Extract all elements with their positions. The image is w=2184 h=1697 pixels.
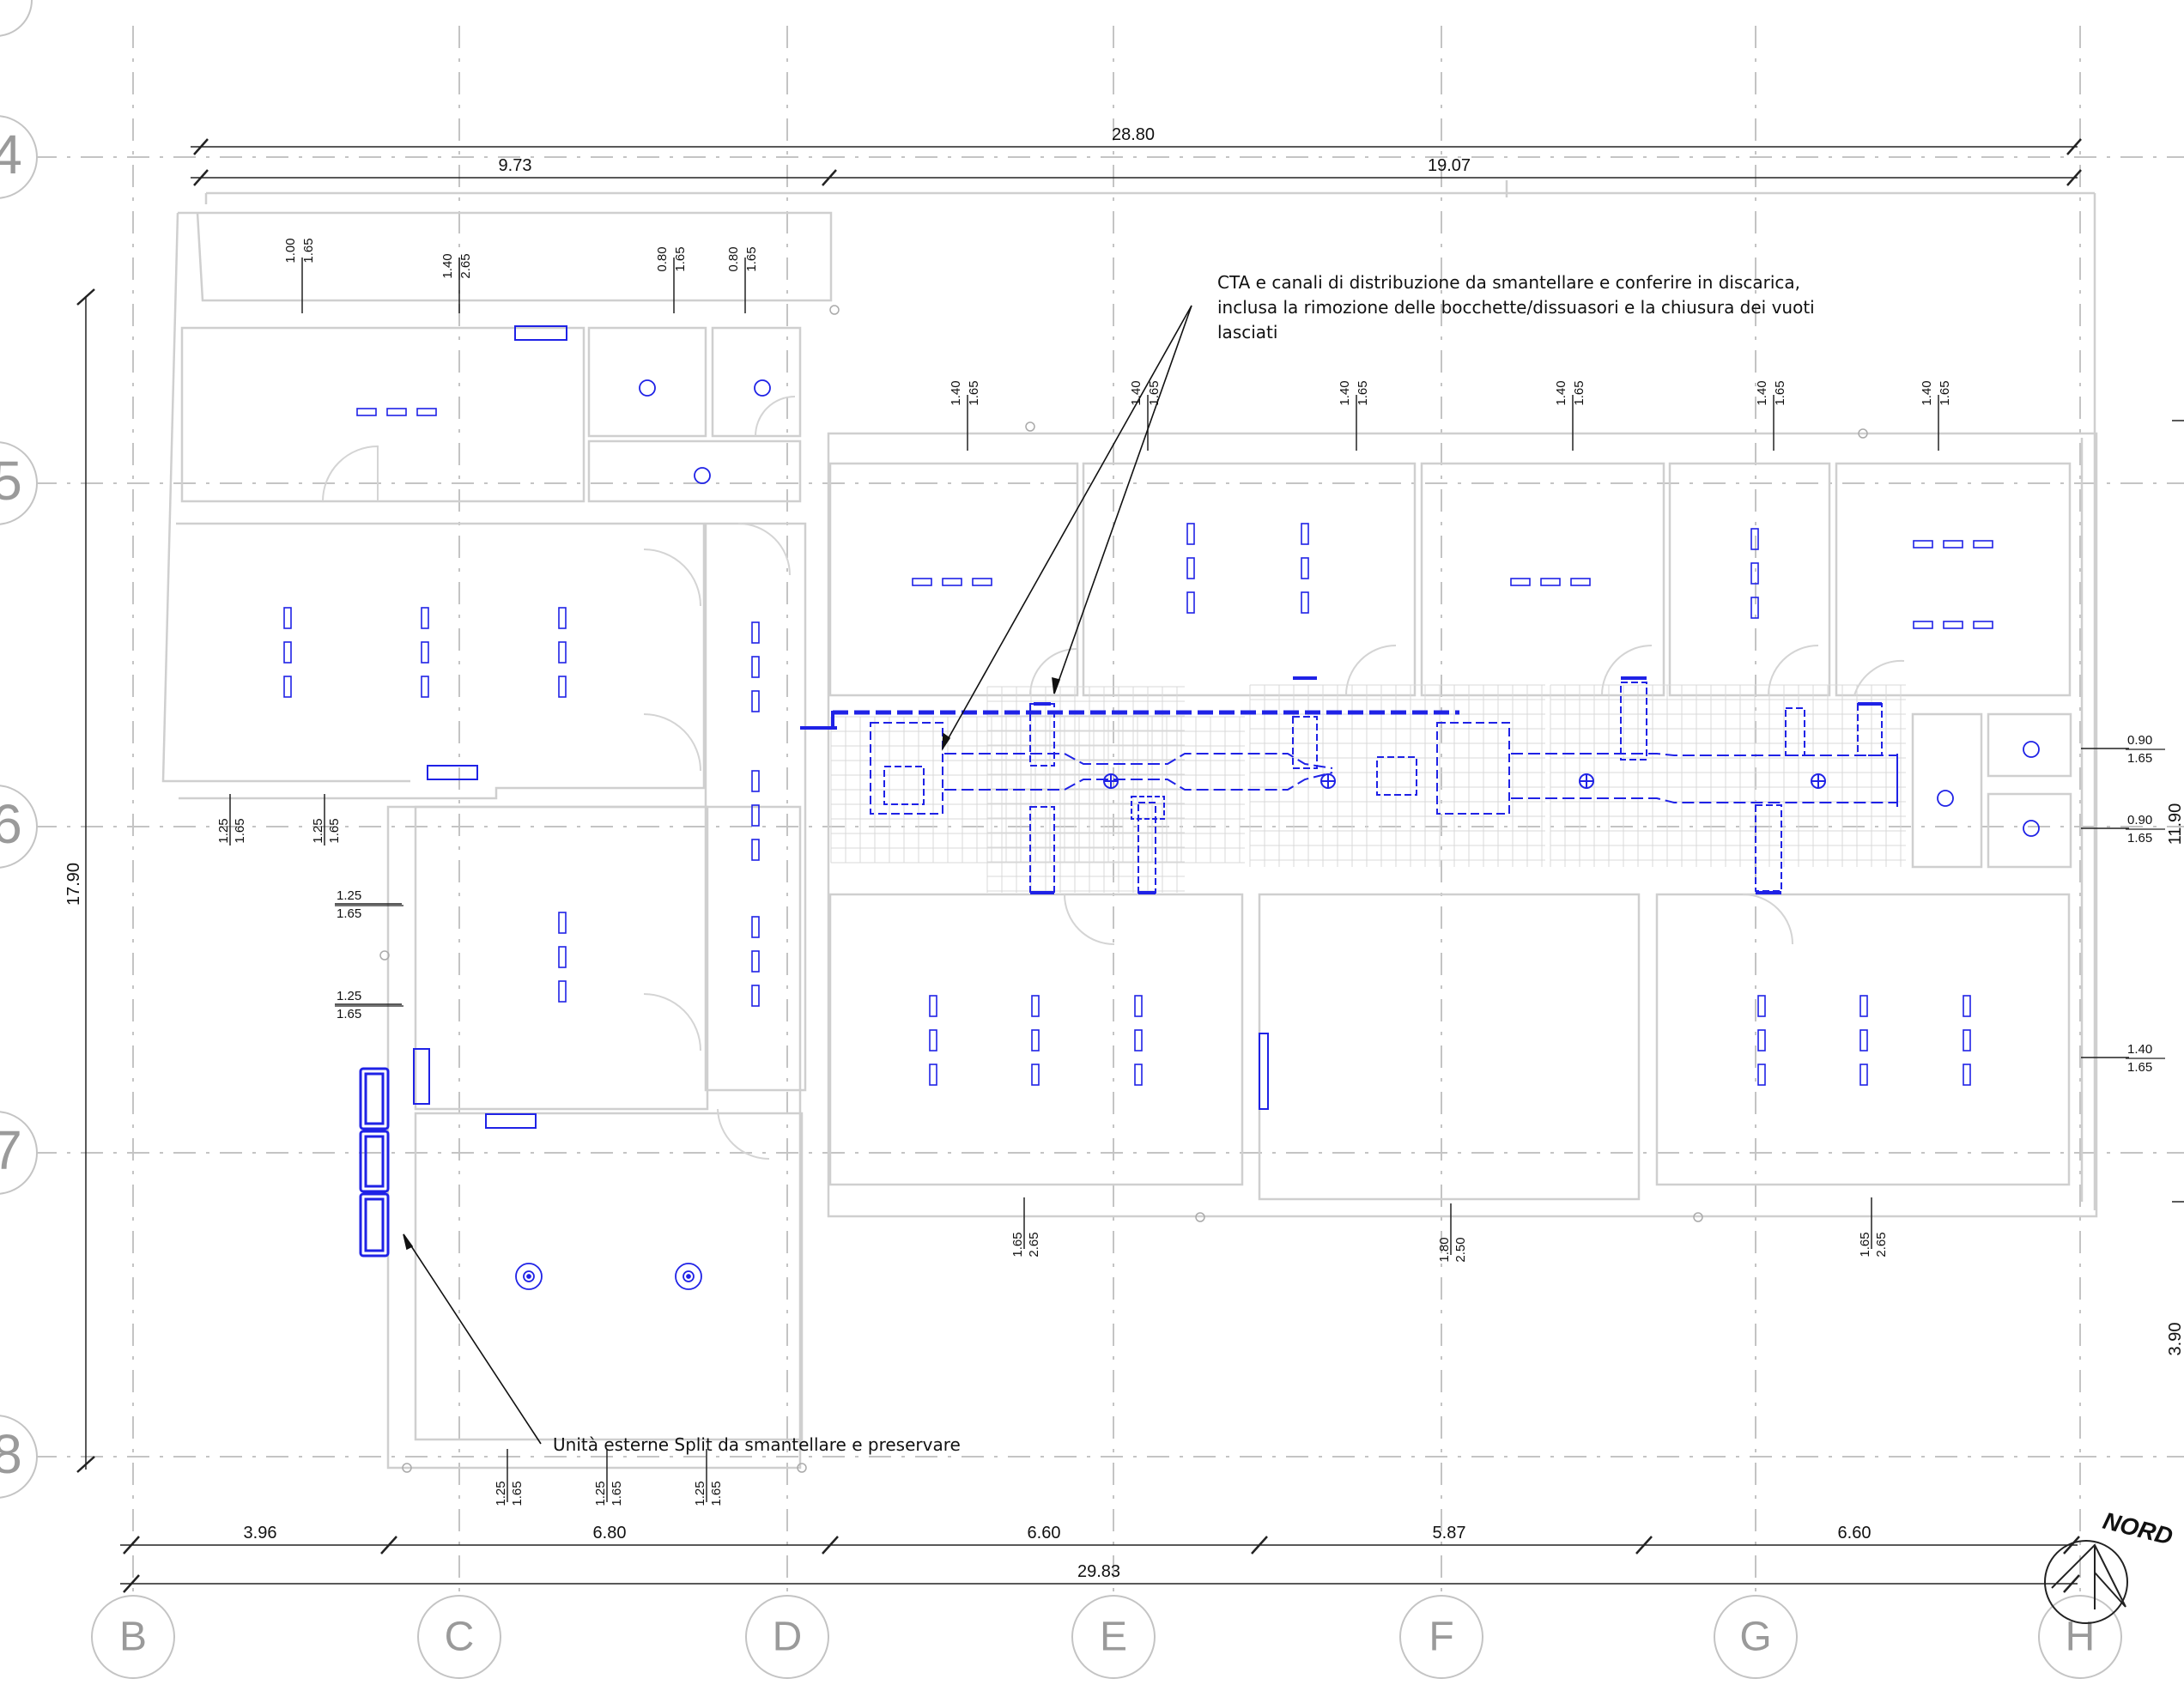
window-tag-h: 2.65 [1027, 1232, 1041, 1257]
window-tag-h: 1.65 [337, 1007, 361, 1021]
window-tag-w: 1.40 [1755, 380, 1769, 405]
dim-bottom-segment: 3.96 [244, 1524, 277, 1542]
cta-note-line3: lasciati [1217, 322, 1277, 342]
window-tag-h: 1.65 [967, 380, 981, 405]
window-tag-w: 0.80 [726, 246, 741, 271]
cta-note-line1: CTA e canali di distribuzione da smantel… [1217, 272, 1800, 293]
window-tag-w: 1.25 [216, 818, 231, 843]
split-outdoor-units [359, 325, 1269, 1258]
window-tag-w: 1.80 [1437, 1237, 1452, 1262]
north-arrow [2044, 1540, 2128, 1624]
ceiling-fixtures [283, 408, 1993, 1086]
window-tag-w: 1.25 [593, 1481, 608, 1506]
grid-label-column: D [773, 1615, 803, 1660]
window-tag-w: 1.25 [494, 1481, 508, 1506]
window-tag-w: 1.25 [337, 989, 361, 1003]
window-tag-h: 1.65 [2127, 831, 2152, 845]
grid-label-column: F [1429, 1615, 1453, 1660]
window-tag-w: 1.40 [1129, 380, 1144, 405]
survey-markers [379, 305, 1868, 1473]
window-tag-w: 1.40 [1554, 380, 1568, 405]
dim-bottom-segment: 6.60 [1028, 1524, 1061, 1542]
grid-label-column: C [445, 1615, 475, 1660]
grid-bubble-top [0, 0, 33, 37]
grid-label-row: 6 [0, 793, 22, 855]
grid-row-bubbles [0, 0, 38, 1499]
window-tag-w: 0.90 [2127, 813, 2152, 827]
grid-bubble-5 [0, 441, 38, 525]
dim-right-lower: 3.90 [2166, 1323, 2184, 1356]
grid-label-column: H [2066, 1615, 2096, 1660]
window-tag-h: 1.65 [233, 818, 247, 843]
ceiling-grid [830, 684, 1906, 893]
grid-bubble-6 [0, 785, 38, 869]
dim-top-total: 28.80 [1112, 125, 1155, 144]
annotation-leaders [403, 305, 1192, 1445]
dim-right-upper: 11.90 [2166, 803, 2184, 845]
window-tag-h: 1.65 [1572, 380, 1586, 405]
window-tag-h: 1.65 [337, 906, 361, 921]
window-tag-h: 1.65 [709, 1481, 724, 1506]
window-tag-h: 2.65 [1874, 1232, 1889, 1257]
dim-left-height: 17.90 [64, 863, 83, 906]
grid-bubble-8 [0, 1415, 38, 1499]
window-tag-w: 1.65 [1010, 1232, 1025, 1257]
grid-label-row: 8 [0, 1423, 22, 1485]
grid-bubble-7 [0, 1111, 38, 1195]
window-tag-w: 1.25 [337, 888, 361, 903]
grid-label-column: E [1100, 1615, 1127, 1660]
window-tag-w: 1.65 [1858, 1232, 1872, 1257]
grid-label-column: G [1739, 1615, 1771, 1660]
window-tag-w: 1.00 [283, 238, 298, 263]
window-tag-w: 0.90 [2127, 733, 2152, 748]
window-tag-h: 1.65 [1773, 380, 1787, 405]
window-tag-w: 1.40 [2127, 1042, 2152, 1057]
dim-top-left: 9.73 [499, 156, 532, 175]
hvac-ductwork [800, 676, 1898, 894]
window-tag-h: 1.65 [1356, 380, 1370, 405]
window-tag-h: 1.65 [2127, 1060, 2152, 1075]
grid-label-column: B [119, 1615, 147, 1660]
window-tag-h: 2.65 [458, 253, 473, 278]
dim-top-right: 19.07 [1428, 156, 1471, 175]
grid-label-row: 5 [0, 450, 22, 512]
structural-grid [34, 26, 2184, 1597]
window-tag-h: 1.65 [301, 238, 316, 263]
window-tag-w: 1.40 [1338, 380, 1352, 405]
cta-note-line2: inclusa la rimozione delle bocchette/dis… [1217, 297, 1815, 318]
dim-bottom-total: 29.83 [1077, 1562, 1120, 1581]
window-tag-h: 1.65 [744, 246, 759, 271]
window-tag-h: 1.65 [610, 1481, 624, 1506]
sanitary-fixtures [515, 379, 2040, 1290]
window-tag-h: 1.65 [2127, 751, 2152, 766]
window-tag-w: 1.40 [440, 253, 455, 278]
window-tag-w: 1.25 [311, 818, 325, 843]
dim-bottom-segment: 5.87 [1433, 1524, 1466, 1542]
window-tag-h: 1.65 [1147, 380, 1162, 405]
window-tag-w: 1.40 [1920, 380, 1934, 405]
dim-bottom-segment: 6.80 [593, 1524, 627, 1542]
walls [161, 180, 2098, 1470]
window-tag-w: 0.80 [655, 246, 670, 271]
grid-bubble-4 [0, 115, 38, 199]
split-note: Unità esterne Split da smantellare e pre… [553, 1434, 961, 1455]
window-tag-w: 1.25 [693, 1481, 707, 1506]
grid-label-row: 7 [0, 1119, 22, 1181]
dim-bottom-segment: 6.60 [1838, 1524, 1872, 1542]
window-tag-h: 1.65 [673, 246, 688, 271]
window-tag-h: 1.65 [510, 1481, 525, 1506]
grid-label-row: 4 [0, 124, 22, 185]
window-tags [229, 258, 2129, 1502]
dimension-lines [76, 138, 2184, 1593]
cta-unit [870, 722, 943, 815]
window-tag-w: 1.40 [949, 380, 963, 405]
window-tag-h: 1.65 [327, 818, 342, 843]
grid-column-bubbles [91, 1595, 2122, 1679]
window-tag-h: 1.65 [1938, 380, 1952, 405]
window-tag-h: 2.50 [1453, 1237, 1468, 1262]
north-label: NORD [2101, 1507, 2176, 1550]
